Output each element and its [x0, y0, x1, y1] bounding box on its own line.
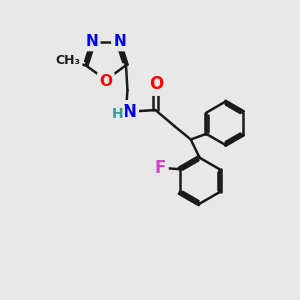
- Text: O: O: [149, 75, 163, 93]
- Text: CH₃: CH₃: [56, 54, 80, 68]
- Text: H: H: [111, 107, 123, 121]
- Text: N: N: [85, 34, 98, 49]
- Text: F: F: [155, 159, 166, 177]
- Text: N: N: [123, 103, 136, 121]
- Text: N: N: [113, 34, 126, 49]
- Text: O: O: [99, 74, 112, 89]
